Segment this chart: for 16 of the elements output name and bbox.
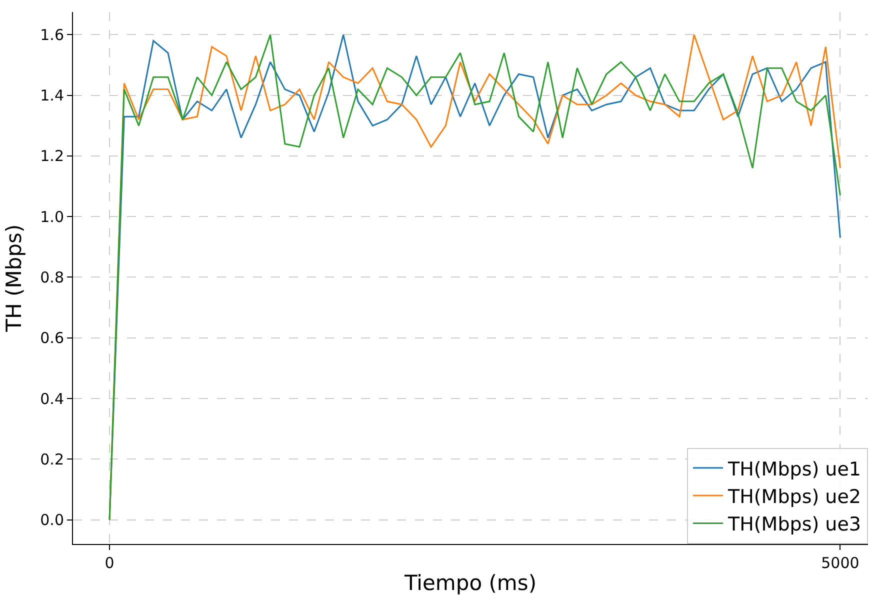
legend-label: TH(Mbps) ue3	[727, 514, 861, 536]
y-tick-label: 1.0	[40, 208, 64, 226]
x-tick-label: 0	[104, 554, 114, 572]
y-tick-label: 0.4	[40, 390, 64, 408]
y-tick-label: 1.4	[40, 86, 64, 105]
y-axis-title: TH (Mbps)	[2, 224, 26, 333]
x-tick-label: 5000	[821, 554, 860, 572]
x-axis-title: Tiempo (ms)	[403, 571, 537, 595]
legend-label: TH(Mbps) ue1	[727, 458, 861, 480]
y-tick-label: 1.2	[40, 147, 64, 166]
y-tick-label: 0.2	[40, 450, 64, 468]
y-tick-label: 0.8	[40, 268, 64, 286]
y-tick-label: 0.6	[40, 329, 64, 348]
legend-label: TH(Mbps) ue2	[727, 486, 861, 508]
y-tick-label: 0.0	[40, 511, 64, 529]
y-tick-label: 1.6	[40, 26, 64, 44]
